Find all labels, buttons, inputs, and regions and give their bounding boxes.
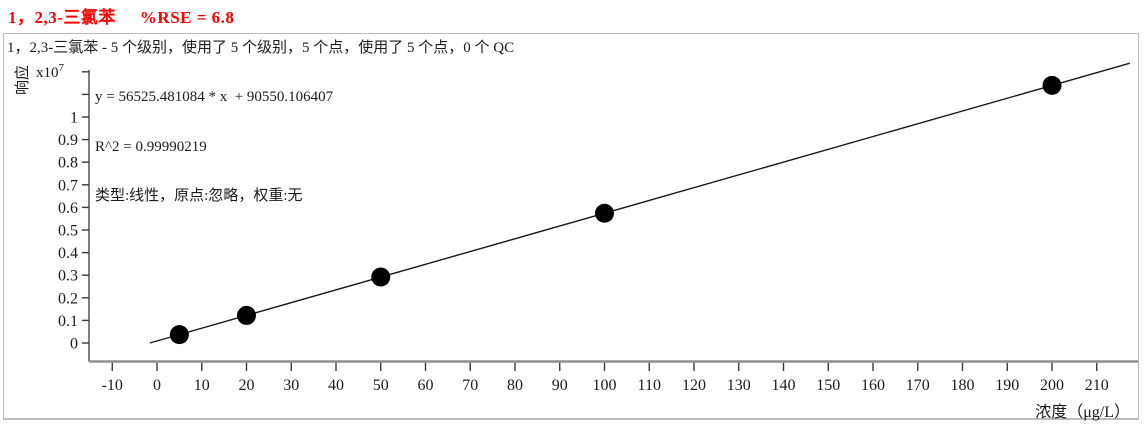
x-axis-title: 浓度（μg/L） (1035, 404, 1130, 421)
y-axis-multiplier-base: x10 (36, 65, 59, 81)
fit-equation: y = 56525.481084 * x + 90550.106407 (95, 89, 334, 105)
y-axis-title: 响应 (15, 65, 31, 96)
y-axis-multiplier-exponent: 7 (58, 62, 65, 74)
chart-subtitle: 1，2,3-三氯苯 - 5 个级别，使用了 5 个级别，5 个点，使用了 5 个… (7, 40, 515, 56)
compound-name: 1，2,3-三氯苯 (8, 8, 116, 27)
fit-settings: 类型:线性，原点:忽略，权重:无 (95, 188, 303, 204)
rse-value: %RSE = 6.8 (139, 8, 235, 27)
y-axis-multiplier: x107 (36, 62, 64, 82)
compound-title: 1，2,3-三氯苯 %RSE = 6.8 (8, 3, 234, 28)
r-squared-value: R^2 = 0.99990219 (95, 138, 207, 155)
equation-block: y = 56525.481084 * x + 90550.106407 R^2 … (95, 56, 333, 238)
